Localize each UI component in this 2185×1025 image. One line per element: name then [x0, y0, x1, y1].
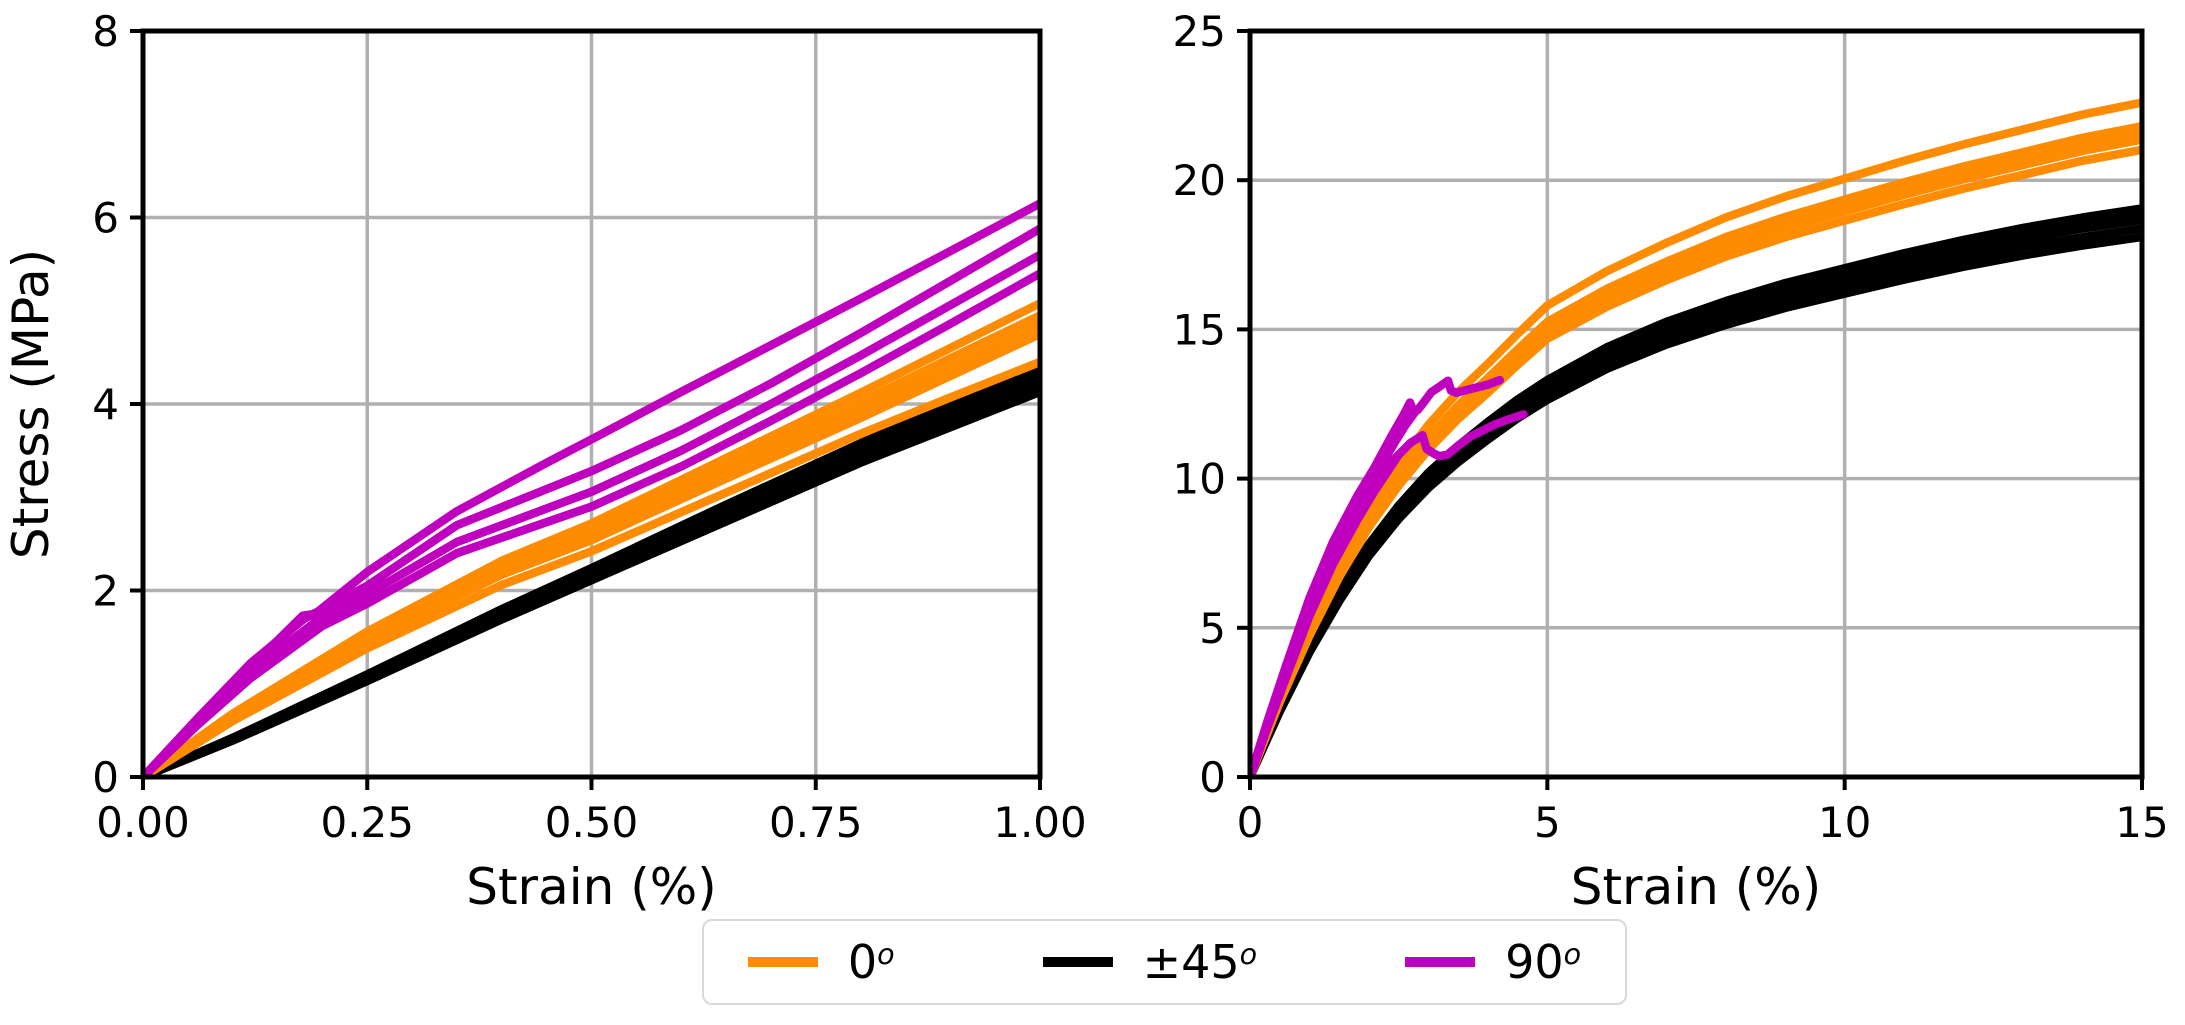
legend: 0o ±45o 90o — [702, 919, 1627, 1005]
y-tick-label: 0 — [1199, 753, 1226, 802]
x-tick-label: 5 — [1534, 798, 1561, 847]
y-tick-label: 0 — [92, 753, 119, 802]
legend-label-text: 0 — [847, 935, 878, 989]
x-tick-label: 0 — [1237, 798, 1264, 847]
legend-label-text: 90 — [1505, 935, 1564, 989]
plot-background — [1250, 31, 2142, 777]
x-tick-label: 15 — [2115, 798, 2168, 847]
legend-label-sup: o — [1563, 937, 1582, 971]
legend-label-pm45deg: ±45o — [1143, 935, 1258, 989]
series-line-0deg — [143, 329, 1040, 777]
y-tick-label: 6 — [92, 194, 119, 243]
x-axis-label: Strain (%) — [466, 858, 717, 916]
y-tick-label: 20 — [1173, 156, 1226, 205]
x-tick-label: 10 — [1818, 798, 1871, 847]
series-line-90deg — [1250, 450, 1403, 777]
x-tick-label: 0.25 — [320, 798, 414, 847]
series-group — [143, 199, 1040, 777]
y-axis-label: Stress (MPa) — [2, 249, 60, 559]
series-line-pm45deg — [143, 387, 1040, 777]
legend-swatch-0deg — [747, 957, 818, 967]
y-tick-label: 15 — [1173, 305, 1226, 354]
legend-item-pm45deg: ±45o — [1042, 935, 1258, 989]
series-line-pm45deg — [1250, 232, 2142, 777]
x-tick-label: 1.00 — [993, 798, 1087, 847]
legend-label-0deg: 0o — [848, 935, 895, 989]
series-line-90deg — [143, 224, 1040, 777]
y-tick-label: 10 — [1173, 455, 1226, 504]
y-tick-label: 25 — [1173, 7, 1226, 56]
x-axis-label: Strain (%) — [1571, 858, 1822, 916]
series-line-0deg — [143, 357, 1040, 777]
series-line-0deg — [1250, 145, 2142, 777]
y-tick-label: 5 — [1199, 604, 1226, 653]
y-tick-label: 2 — [92, 567, 119, 616]
right-plot: 0 5 10 15 0 5 10 15 20 25 Strain (%) — [1173, 7, 2169, 916]
legend-item-0deg: 0o — [747, 935, 895, 989]
y-tick-label: 4 — [92, 380, 119, 429]
legend-item-90deg: 90o — [1405, 935, 1581, 989]
legend-label-90deg: 90o — [1505, 935, 1581, 989]
plot-border — [1247, 28, 2145, 780]
y-tick-label: 8 — [92, 7, 119, 56]
x-tick-label: 0.50 — [545, 798, 639, 847]
left-plot: 0.00 0.25 0.50 0.75 1.00 0 2 4 6 8 Strain (%) Stres… — [2, 7, 1087, 916]
series-group — [1250, 98, 2142, 777]
legend-label-sup: o — [877, 937, 895, 971]
x-tick-label: 0.75 — [769, 798, 863, 847]
series-line-90deg — [143, 269, 1040, 777]
series-line-90deg — [143, 250, 1040, 777]
legend-label-text: ±45 — [1142, 935, 1240, 989]
legend-swatch-pm45deg — [1042, 957, 1113, 967]
legend-swatch-90deg — [1405, 957, 1476, 967]
legend-label-sup: o — [1239, 937, 1258, 971]
x-tick-label: 0.00 — [96, 798, 190, 847]
